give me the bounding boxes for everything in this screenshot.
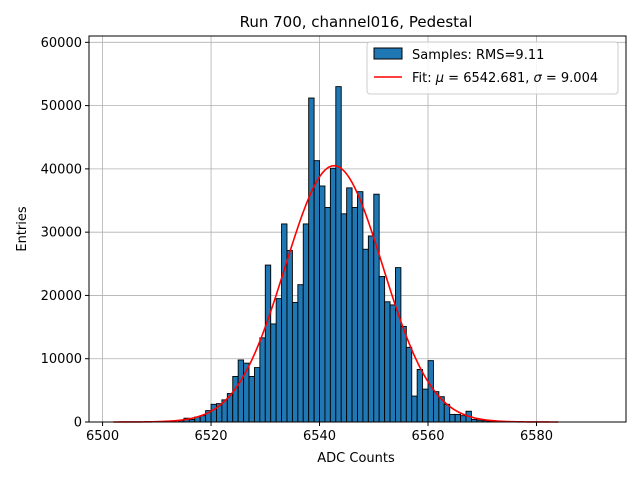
histogram-bar — [411, 395, 418, 423]
histogram-bar — [378, 276, 386, 423]
histogram-bar — [395, 267, 402, 423]
histogram-bar — [210, 403, 217, 423]
legend-fit-mu-symbol: μ — [435, 71, 444, 86]
fit-curve — [113, 164, 559, 423]
y-axis-label: Entries — [15, 206, 30, 252]
y-tick-label: 0 — [74, 416, 82, 431]
histogram-bar — [443, 403, 451, 423]
y-tick-label: 30000 — [41, 226, 82, 241]
histogram-bar — [302, 223, 310, 423]
legend-fit-sigma-value: = 9.004 — [542, 71, 598, 86]
legend-fit-mu-value: = 6542.681, — [444, 71, 533, 86]
legend: Samples: RMS=9.11 Fit: μ = 6542.681, σ =… — [366, 41, 619, 95]
histogram-bar — [291, 301, 299, 423]
histogram-bar — [248, 375, 255, 423]
histogram-bar — [237, 359, 245, 423]
histogram-bar — [340, 213, 348, 423]
histogram-bar — [259, 337, 266, 423]
histogram-bar — [308, 97, 315, 423]
histogram-bar — [346, 187, 353, 423]
histogram-bar — [362, 248, 369, 423]
histogram-bar — [416, 369, 424, 423]
y-tick-label: 10000 — [41, 352, 82, 367]
y-tick-label: 60000 — [41, 36, 82, 51]
histogram-bar — [313, 160, 320, 423]
x-tick-label: 6580 — [520, 429, 553, 444]
histogram-bar — [281, 223, 288, 423]
y-tick-label: 20000 — [41, 289, 82, 304]
histogram-bar — [324, 207, 331, 423]
histogram-bar — [329, 167, 337, 423]
x-axis-ticks: 6500 6520 6540 6560 6580 — [86, 422, 553, 444]
histogram-bar — [335, 86, 342, 423]
y-axis-ticks: 0 10000 20000 30000 40000 50000 60000 — [41, 36, 89, 431]
legend-fit-label: Fit: μ = 6542.681, σ = 9.004 — [412, 71, 598, 86]
histogram-bar — [449, 413, 456, 423]
histogram-bar — [232, 375, 239, 423]
histogram-bar — [389, 304, 396, 423]
histogram-bar — [275, 298, 283, 423]
histogram-bar — [373, 193, 380, 423]
x-tick-label: 6540 — [303, 429, 336, 444]
legend-bar-swatch — [373, 47, 403, 60]
plot-frame — [88, 35, 627, 423]
histogram-bar — [253, 367, 261, 423]
histogram-bar — [351, 207, 358, 423]
histogram-bar — [405, 346, 413, 423]
x-tick-label: 6560 — [411, 429, 444, 444]
histogram-bar — [460, 415, 467, 423]
histogram-bar — [422, 388, 429, 423]
histogram-bar — [454, 413, 462, 423]
histogram-bar — [427, 360, 434, 423]
x-tick-label: 6520 — [194, 429, 227, 444]
histogram-bar — [367, 235, 375, 423]
histogram-bar — [199, 415, 207, 423]
histogram-bar — [297, 284, 304, 423]
histogram-bar — [286, 250, 293, 423]
x-axis-label: ADC Counts — [317, 451, 395, 466]
histogram-bar — [270, 323, 277, 423]
histogram-bar — [384, 301, 391, 423]
x-tick-label: 6500 — [86, 429, 119, 444]
legend-box — [366, 41, 619, 95]
histogram-bars — [178, 86, 494, 423]
y-tick-label: 50000 — [41, 99, 82, 114]
histogram-bar — [357, 191, 364, 423]
legend-fit-prefix: Fit: — [412, 71, 436, 86]
chart-title: Run 700, channel016, Pedestal — [240, 13, 473, 31]
legend-fit-sigma-symbol: σ — [534, 71, 543, 86]
histogram-bar — [319, 185, 326, 423]
histogram-bar — [400, 325, 407, 423]
legend-histogram-label: Samples: RMS=9.11 — [412, 48, 544, 63]
y-tick-label: 40000 — [41, 162, 82, 177]
histogram-bar — [264, 264, 272, 423]
fit-curve-layer — [113, 164, 559, 423]
